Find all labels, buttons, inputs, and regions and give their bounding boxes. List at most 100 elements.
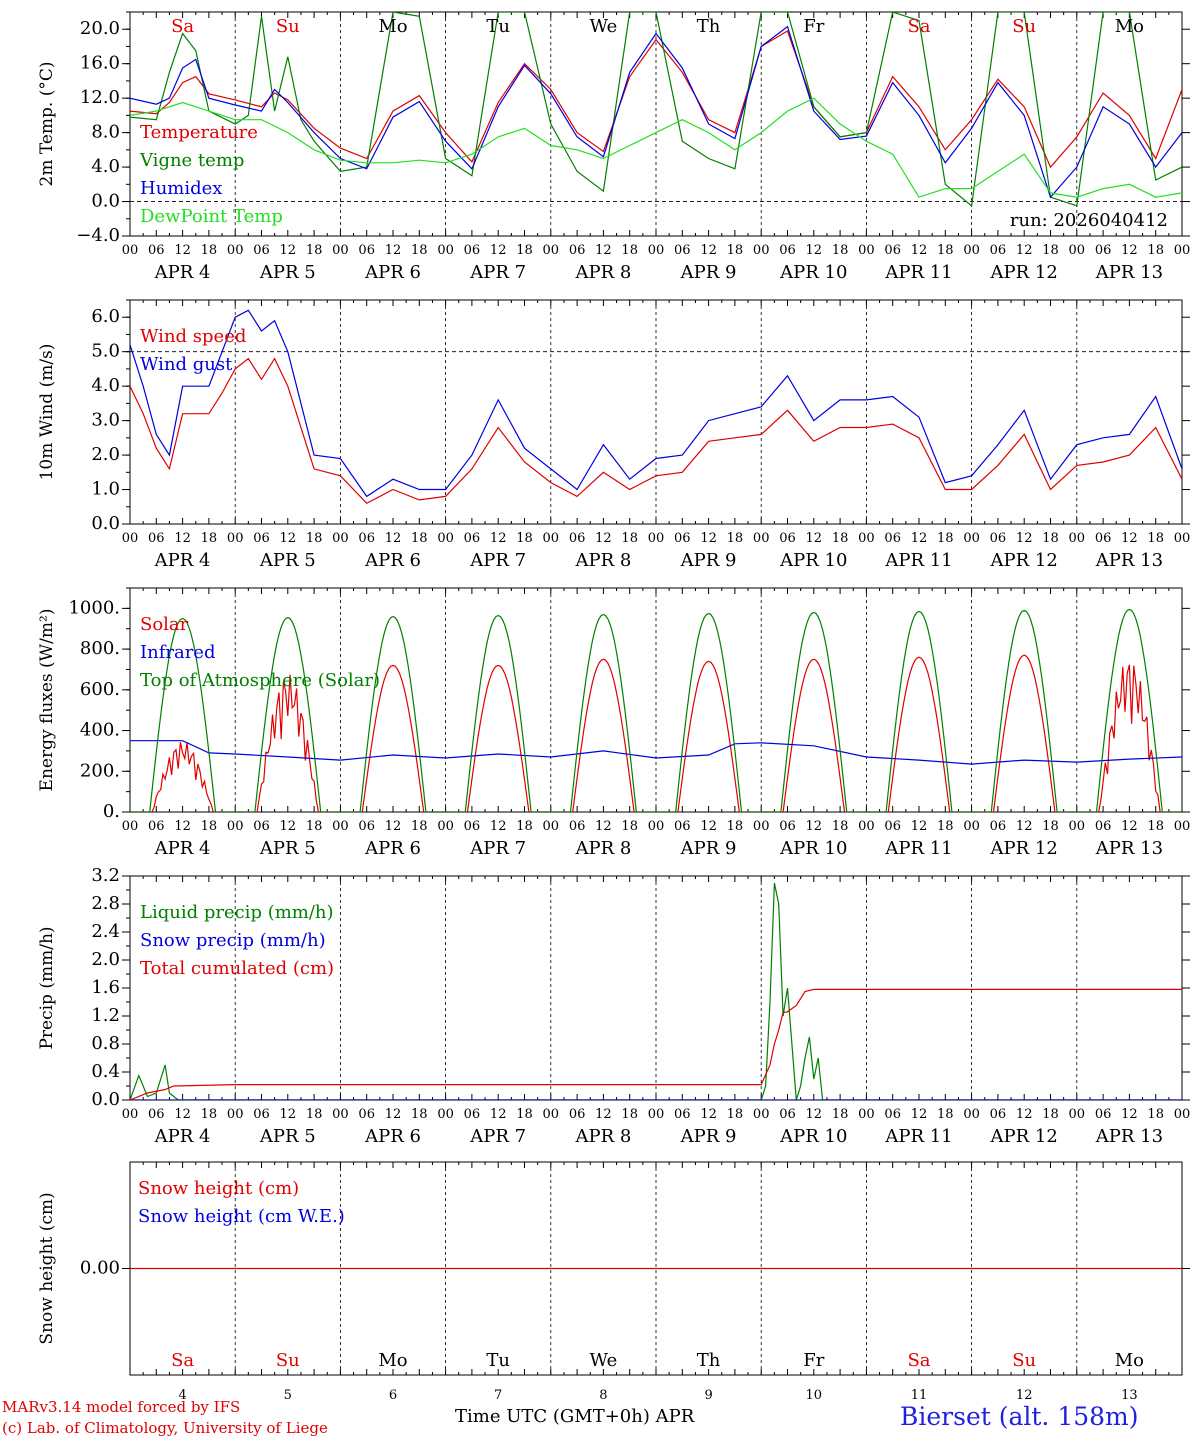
y-tick-label: 3.0 [91, 410, 120, 431]
hour-tick-label: 18 [937, 819, 954, 834]
day-number-label: 13 [1121, 1388, 1138, 1403]
legend-entry: Infrared [140, 642, 215, 663]
date-label: APR 8 [574, 262, 631, 283]
hour-tick-label: 18 [1042, 243, 1059, 258]
hour-tick-label: 12 [700, 531, 717, 546]
model-credit-line: MARv3.14 model forced by IFS [2, 1398, 241, 1416]
date-label: APR 10 [779, 262, 847, 283]
series-line-dewpoint-temp [130, 97, 1182, 198]
y-tick-label: 12.0 [80, 87, 120, 108]
legend-entry: DewPoint Temp [140, 206, 283, 227]
y-axis-label: 2m Temp. (°C) [37, 61, 57, 186]
legend-entry: Humidex [140, 178, 222, 199]
hour-tick-label: 00 [332, 1107, 349, 1122]
date-label: APR 9 [680, 262, 737, 283]
day-name-label: Su [1012, 16, 1036, 37]
hour-tick-label: 00 [543, 243, 560, 258]
hour-tick-label: 12 [1121, 531, 1138, 546]
hour-tick-label: 12 [174, 819, 191, 834]
date-label: APR 7 [469, 550, 526, 571]
legend-entry: Temperature [140, 122, 258, 143]
hour-tick-label: 00 [753, 819, 770, 834]
hour-tick-label: 18 [727, 1107, 744, 1122]
hour-tick-label: 06 [358, 531, 375, 546]
y-tick-label: 4.0 [91, 156, 120, 177]
hour-tick-label: 12 [1121, 819, 1138, 834]
hour-tick-label: 12 [1016, 531, 1033, 546]
date-label: APR 6 [364, 262, 421, 283]
hour-tick-label: 06 [464, 531, 481, 546]
day-name-label: Sa [171, 16, 194, 37]
date-label: APR 11 [884, 838, 952, 859]
y-tick-label: 6.0 [91, 306, 120, 327]
hour-tick-label: 06 [990, 243, 1007, 258]
x-axis-title: Time UTC (GMT+0h) APR [455, 1406, 695, 1427]
hour-tick-label: 12 [490, 531, 507, 546]
date-label: APR 4 [154, 838, 211, 859]
hour-tick-label: 00 [543, 819, 560, 834]
hour-tick-label: 12 [490, 243, 507, 258]
hour-tick-label: 00 [963, 819, 980, 834]
legend-entry: Snow precip (mm/h) [140, 930, 326, 951]
hour-tick-label: 06 [990, 819, 1007, 834]
y-tick-label: 400. [80, 720, 120, 741]
hour-tick-label: 12 [806, 819, 823, 834]
hour-tick-label: 18 [411, 243, 428, 258]
hour-tick-label: 12 [1121, 243, 1138, 258]
date-label: APR 5 [259, 550, 316, 571]
y-tick-label: 600. [80, 679, 120, 700]
day-number-label: 8 [599, 1388, 607, 1403]
hour-tick-label: 18 [306, 819, 323, 834]
station-label: Bierset (alt. 158m) [900, 1402, 1139, 1431]
hour-tick-label: 12 [806, 531, 823, 546]
hour-tick-label: 00 [122, 819, 139, 834]
hour-tick-label: 18 [1042, 819, 1059, 834]
hour-tick-label: 00 [858, 819, 875, 834]
hour-tick-label: 06 [464, 819, 481, 834]
date-label: APR 11 [884, 262, 952, 283]
hour-tick-label: 12 [174, 1107, 191, 1122]
hour-tick-label: 00 [1174, 531, 1191, 546]
hour-tick-label: 18 [621, 1107, 638, 1122]
hour-tick-label: 18 [832, 819, 849, 834]
hour-tick-label: 06 [358, 819, 375, 834]
date-label: APR 12 [990, 1126, 1058, 1147]
y-tick-label: 2.8 [91, 893, 120, 914]
hour-tick-label: 00 [543, 531, 560, 546]
y-tick-label: 16.0 [80, 53, 120, 74]
legend-entry: Total cumulated (cm) [140, 958, 334, 979]
y-tick-label: 2.0 [91, 949, 120, 970]
date-label: APR 5 [259, 838, 316, 859]
hour-tick-label: 06 [569, 819, 586, 834]
y-axis-label: Precip (mm/h) [37, 926, 57, 1049]
date-label: APR 5 [259, 1126, 316, 1147]
day-number-label: 6 [389, 1388, 397, 1403]
date-label: APR 4 [154, 1126, 211, 1147]
y-tick-label: 200. [80, 760, 120, 781]
hour-tick-label: 12 [595, 819, 612, 834]
hour-tick-label: 18 [1147, 1107, 1164, 1122]
hour-tick-label: 06 [148, 531, 165, 546]
hour-tick-label: 00 [437, 243, 454, 258]
hour-tick-label: 18 [1147, 243, 1164, 258]
university-credit-line: (c) Lab. of Climatology, University of L… [2, 1419, 328, 1437]
hour-tick-label: 12 [911, 243, 928, 258]
panel-1: 00 06 12 18 APR 4 00 06 12 18 APR 5 00 06 12 18 APR 6 0… [37, 11, 1190, 283]
day-number-label: 9 [704, 1388, 712, 1403]
hour-tick-label: 06 [358, 243, 375, 258]
hour-tick-label: 12 [385, 531, 402, 546]
series-line-wind-speed [130, 357, 1182, 505]
y-axis-label: Snow height (cm) [37, 1192, 57, 1344]
day-number-label: 7 [494, 1388, 502, 1403]
series-line-liquid-precip-mm-h- [130, 882, 1182, 1100]
day-name-label: Mo [1115, 16, 1144, 37]
hour-tick-label: 00 [1069, 1107, 1086, 1122]
hour-tick-label: 12 [1016, 1107, 1033, 1122]
hour-tick-label: 18 [201, 531, 218, 546]
hour-tick-label: 12 [911, 819, 928, 834]
hour-tick-label: 12 [595, 531, 612, 546]
hour-tick-label: 00 [332, 531, 349, 546]
hour-tick-label: 18 [832, 1107, 849, 1122]
hour-tick-label: 06 [674, 819, 691, 834]
day-name-label: Su [276, 1350, 300, 1371]
